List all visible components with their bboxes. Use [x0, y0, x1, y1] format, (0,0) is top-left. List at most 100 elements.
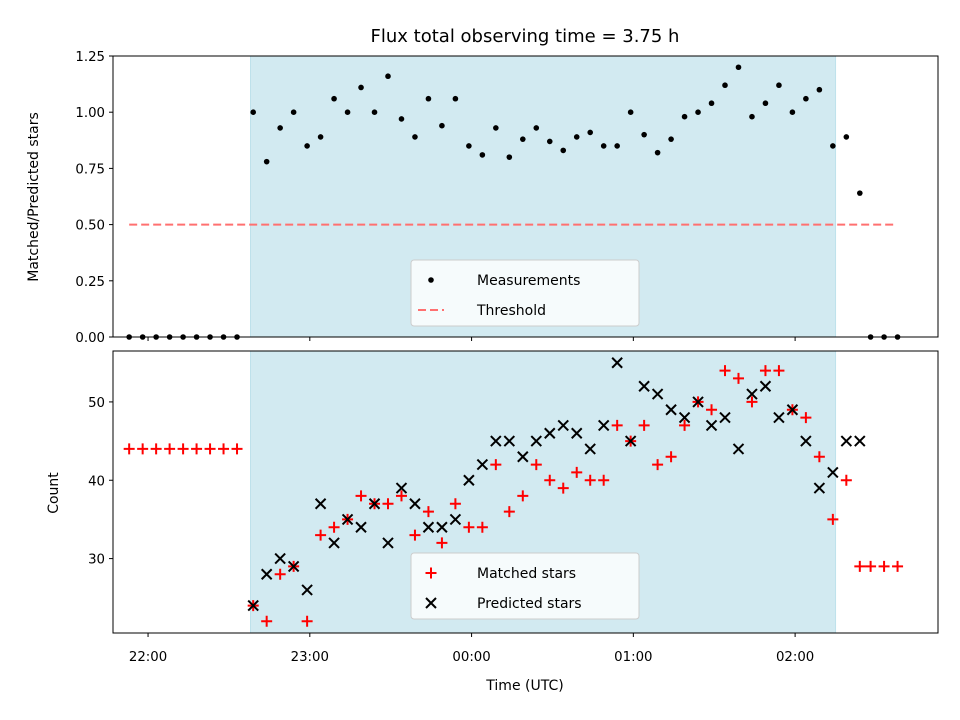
top-measurements-point [695, 109, 701, 115]
bottom-matched-stars-point [123, 443, 135, 455]
bottom-predicted-stars-point [409, 498, 421, 510]
bottom-predicted-stars-point [651, 388, 664, 400]
bottom-matched-stars-point [191, 443, 203, 455]
bottom-y-axis-label: Count [46, 472, 62, 514]
bottom-legend-box [410, 552, 640, 620]
top-measurements-point [560, 147, 567, 154]
bottom-predicted-stars-point [476, 458, 489, 471]
bottom-y-tick-label: 40 [88, 474, 105, 489]
chart-title: Flux total observing time = 3.75 h [371, 26, 680, 47]
top-measurements-point [722, 82, 728, 89]
bottom-panel: 30 40 50 22:00 23:00 00:00 01:00 02:00 Matched s… [88, 350, 939, 665]
bottom-matched-stars-point [652, 459, 664, 471]
bottom-matched-stars-point [355, 490, 367, 502]
bottom-predicted-stars-point [705, 419, 718, 432]
top-measurements-point [452, 95, 459, 102]
top-measurements-point [493, 125, 499, 131]
bottom-matched-stars-point [638, 419, 650, 431]
legend-measurements-marker [428, 277, 434, 283]
top-legend-box [410, 259, 640, 327]
top-y-tick-label: 1.25 [75, 50, 105, 65]
bottom-predicted-stars-point [436, 521, 448, 533]
x-tick-label: 01:00 [614, 650, 652, 665]
top-measurements-point [735, 64, 742, 71]
top-measurements-point [749, 113, 755, 120]
bottom-predicted-stars-point [341, 513, 354, 526]
bottom-predicted-stars-point [746, 388, 758, 400]
bottom-predicted-stars-point [247, 599, 259, 612]
bottom-matched-stars-point [315, 529, 327, 541]
top-measurements-point [371, 109, 378, 115]
top-y-tick-label: 1.00 [75, 106, 105, 121]
bottom-predicted-stars-point [368, 498, 381, 510]
bottom-matched-stars-point [382, 498, 394, 510]
bottom-predicted-stars-point [759, 380, 772, 392]
x-tick-label: 22:00 [129, 650, 167, 665]
bottom-matched-stars-point [611, 419, 623, 431]
bottom-predicted-stars-point [274, 552, 286, 565]
top-measurements-point [843, 134, 850, 140]
bottom-predicted-stars-point [260, 568, 273, 580]
bottom-matched-stars-point [571, 466, 583, 478]
top-measurements-point [277, 125, 283, 131]
bottom-predicted-stars-point [584, 443, 596, 455]
top-measurements-point [857, 190, 863, 196]
top-measurements-point [641, 131, 647, 138]
top-measurements-point [317, 134, 324, 140]
bottom-predicted-stars-point [732, 443, 745, 455]
bottom-matched-stars-point [719, 365, 731, 377]
bottom-predicted-stars-point [692, 396, 704, 408]
top-panel: 0.00 0.25 0.50 0.75 1.00 1.25 Measurements Thre… [75, 50, 939, 346]
top-y-tick-label: 0.00 [75, 331, 105, 346]
bottom-matched-stars-point [865, 560, 877, 572]
bottom-matched-stars-point [328, 521, 340, 533]
top-legend: Measurements Threshold [410, 259, 640, 327]
bottom-predicted-stars-point [530, 435, 542, 447]
top-measurements-point [358, 84, 364, 91]
bottom-matched-stars-point [759, 365, 771, 377]
bottom-matched-stars-point [800, 412, 812, 424]
bottom-predicted-stars-point [571, 427, 583, 439]
bottom-matched-stars-point [544, 474, 556, 486]
bottom-matched-stars-point [137, 443, 149, 455]
bottom-predicted-stars-point [813, 482, 826, 494]
top-y-tick-label: 0.50 [75, 219, 105, 234]
bottom-predicted-stars-point [449, 513, 462, 526]
top-measurements-point [425, 95, 432, 102]
bottom-matched-stars-point [218, 443, 230, 455]
top-measurements-point [466, 143, 472, 149]
top-measurements-point [762, 100, 769, 107]
top-measurements-point [520, 136, 526, 142]
top-measurements-point [506, 154, 513, 160]
bottom-predicted-stars-point [382, 537, 394, 549]
top-measurements-point [304, 143, 310, 149]
top-measurements-point [331, 95, 337, 102]
top-measurements-point [600, 143, 607, 149]
bottom-matched-stars-point [732, 372, 744, 384]
top-y-axis-label: Matched/Predicted stars [26, 112, 42, 282]
bottom-matched-stars-point [679, 419, 691, 431]
x-tick-label: 23:00 [291, 650, 329, 665]
bottom-predicted-stars-point [665, 404, 677, 416]
bottom-predicted-stars-point [395, 482, 408, 494]
bottom-predicted-stars-point [301, 584, 313, 596]
bottom-matched-stars-point [436, 537, 448, 549]
bottom-matched-stars-point [422, 506, 434, 518]
bottom-matched-stars-point [150, 443, 162, 455]
bottom-matched-stars-point [231, 443, 243, 455]
bottom-predicted-stars-point [355, 521, 367, 533]
bottom-matched-stars-point [840, 474, 852, 486]
bottom-predicted-stars-point [840, 435, 853, 447]
x-axis-label: Time (UTC) [485, 678, 563, 694]
top-measurements-point [290, 109, 297, 115]
bottom-matched-stars-point [177, 443, 189, 455]
bottom-matched-stars-point [164, 443, 176, 455]
top-measurements-point [614, 143, 620, 149]
bottom-matched-stars-point [449, 498, 461, 510]
bottom-matched-stars-point [878, 560, 890, 572]
bottom-axes-frame [112, 350, 939, 634]
bottom-legend: Matched stars Predicted stars [410, 552, 640, 620]
bottom-predicted-stars-point [544, 427, 556, 439]
bottom-predicted-stars-point [314, 498, 327, 510]
